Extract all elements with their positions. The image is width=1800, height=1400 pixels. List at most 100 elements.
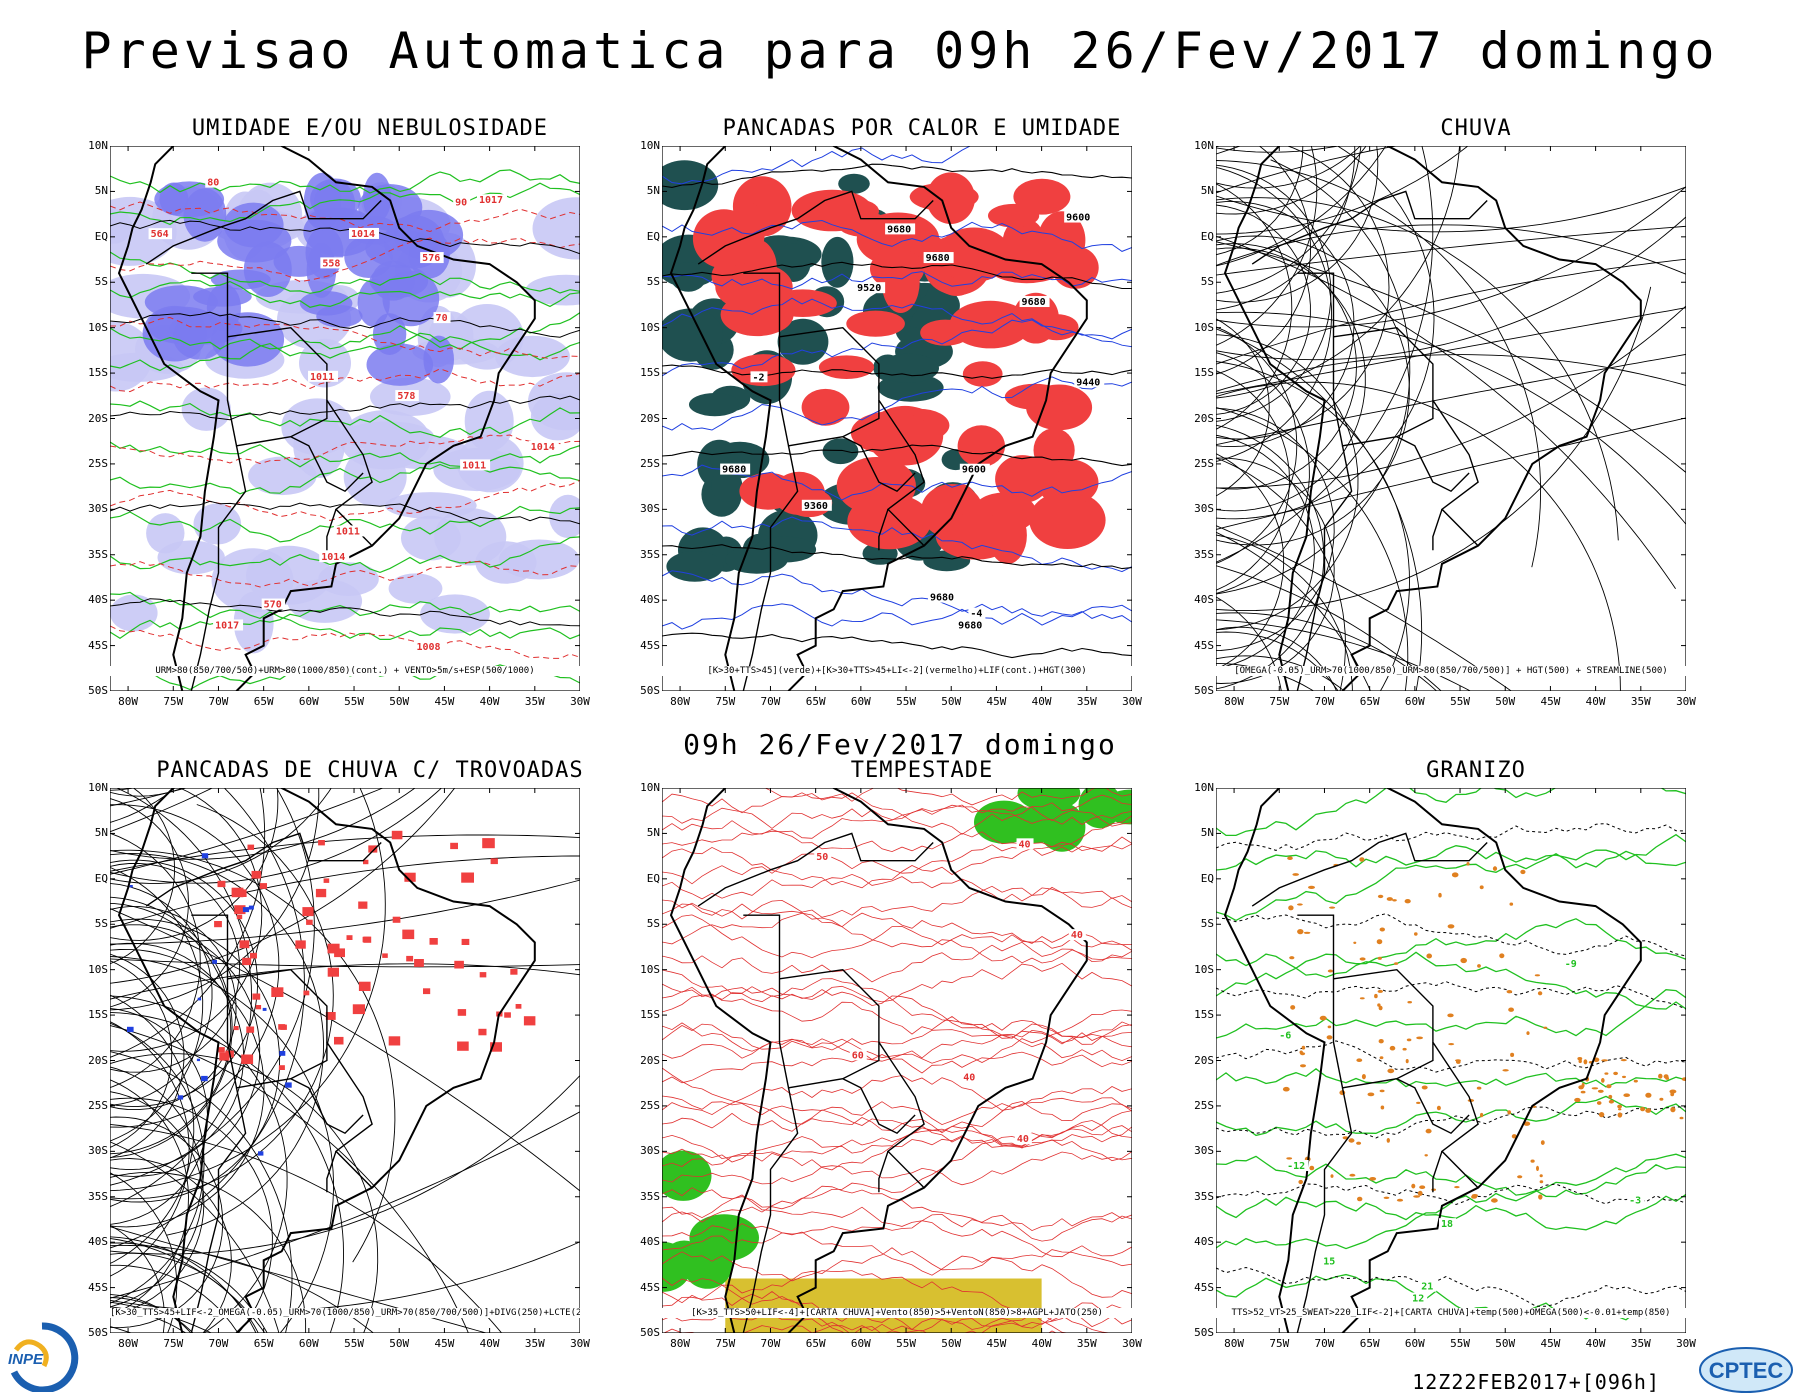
wind-streamline xyxy=(662,815,1132,885)
panel-title: TEMPESTADE xyxy=(850,758,994,783)
hail-dot xyxy=(1367,1092,1375,1097)
heat-shower-area xyxy=(730,201,765,261)
hail-dot xyxy=(1282,1086,1290,1092)
storm-area xyxy=(1103,789,1132,825)
contour-label: 9520 xyxy=(855,282,886,294)
lat-label: 35S xyxy=(640,547,660,561)
hail-dot xyxy=(1438,892,1442,898)
thunderstorm-cell xyxy=(358,901,368,909)
lon-label: 40W xyxy=(1031,1337,1052,1350)
humidity-contour xyxy=(110,601,580,640)
lon-label: 75W xyxy=(715,1337,736,1350)
thunderstorm-cell xyxy=(461,938,470,945)
wind-streamline xyxy=(662,1126,1132,1163)
wind-streamline xyxy=(662,914,1132,959)
thunderstorm-cell xyxy=(271,987,284,997)
lon-label: 70W xyxy=(760,1337,781,1350)
svg-text:1014: 1014 xyxy=(531,442,555,453)
hail-dot xyxy=(1426,953,1432,959)
streamline xyxy=(1216,166,1333,463)
streamline xyxy=(110,798,189,1008)
instability-area xyxy=(776,243,811,282)
country-border xyxy=(1333,968,1479,1189)
instability-area xyxy=(670,262,707,292)
lon-label: 55W xyxy=(1450,695,1470,708)
hail-dot xyxy=(1378,1039,1384,1044)
streamline xyxy=(110,948,265,1228)
hail-dot xyxy=(1377,956,1382,960)
humidity-area-light xyxy=(181,387,231,431)
storm-area xyxy=(682,1240,733,1289)
temp500-contour xyxy=(1216,1193,1686,1231)
svg-text:576: 576 xyxy=(422,253,440,264)
humidity-contour xyxy=(110,536,580,574)
lat-label: 10N xyxy=(1194,139,1214,152)
contour-label: 60 xyxy=(849,1049,867,1061)
streamline xyxy=(1216,328,1423,691)
contour-label: 9600 xyxy=(1064,211,1095,224)
pressure-contour xyxy=(110,395,580,421)
humidity-area-light xyxy=(549,494,580,538)
thunderstorm-cell xyxy=(391,830,403,840)
hail-dot xyxy=(1387,1068,1395,1074)
panel-hail: GRANIZO 18 15 12 -6 -9 21 -12 -3 TTS>52_VT>25_S… xyxy=(1186,758,1766,1358)
hail-dot xyxy=(1536,1165,1539,1171)
map-layers: 9680 9680 9680 9680 9680 9680 9600 9600 9520 9440… xyxy=(662,146,1132,691)
lat-label: 35S xyxy=(1194,1189,1214,1203)
lif-contour xyxy=(662,516,1132,573)
lat-label: 25S xyxy=(88,1098,108,1112)
lon-label: 80W xyxy=(118,1337,138,1350)
svg-text:9680: 9680 xyxy=(958,621,982,632)
heat-shower-area xyxy=(962,361,1003,387)
lon-label: 80W xyxy=(1224,695,1244,708)
lon-label: 70W xyxy=(1314,695,1335,708)
contour-label: 9440 xyxy=(1074,376,1105,388)
streamline xyxy=(110,859,259,1108)
hail-dot xyxy=(1309,1165,1315,1171)
wind-streamline xyxy=(662,1220,1132,1258)
thickness-contour xyxy=(110,237,580,283)
map-canvas: 9680 9680 9680 9680 9680 9680 9600 9600 9520 9440… xyxy=(661,145,1133,692)
hail-dot xyxy=(1479,885,1484,890)
hail-dot xyxy=(1538,1194,1543,1200)
heat-shower-area xyxy=(926,172,975,224)
temp500-contour xyxy=(1216,850,1686,922)
country-border xyxy=(697,832,934,907)
humidity-area-light xyxy=(157,540,225,575)
map-heat-showers: 9680 9680 9680 9680 9680 9680 9600 9600 9520 9440… xyxy=(661,145,1133,692)
humidity-area-light xyxy=(420,594,490,634)
wind-streamline xyxy=(662,969,1132,1039)
hail-dot xyxy=(1447,1013,1454,1018)
lon-label: 45W xyxy=(1540,1337,1561,1350)
streamline xyxy=(110,788,384,875)
contour-label: 9600 xyxy=(959,463,990,476)
lon-label: 75W xyxy=(715,695,736,708)
country-border xyxy=(742,1087,799,1333)
lat-label: 10S xyxy=(1194,320,1214,334)
hail-dot xyxy=(1608,1094,1613,1099)
country-border xyxy=(191,272,328,447)
wind-streamline xyxy=(662,1310,1132,1333)
country-border xyxy=(697,190,934,265)
lon-label: 30W xyxy=(1676,1337,1696,1350)
hail-dot xyxy=(1378,1005,1383,1011)
thunderstorm-cell xyxy=(251,870,262,879)
streamline xyxy=(1216,326,1298,564)
streamline xyxy=(1216,241,1686,474)
lat-label: 5S xyxy=(94,275,108,289)
humidity-area-dense xyxy=(366,343,434,386)
humidity-area-light xyxy=(528,372,580,431)
lat-label: 20S xyxy=(1194,411,1214,425)
country-border xyxy=(1297,914,1434,1089)
hail-dot xyxy=(1289,956,1295,960)
panel-storm: TEMPESTADE 40 50 60 40 40 40 [K>35_TTS>50+LIF… xyxy=(632,758,1212,1358)
thunderstorm-cell xyxy=(490,1042,502,1052)
divergence-mark xyxy=(258,1151,264,1156)
instability-area xyxy=(725,545,788,574)
humidity-area-dense xyxy=(357,279,390,327)
instability-area xyxy=(689,393,741,417)
thickness-contour xyxy=(110,434,580,465)
thunderstorm-cell xyxy=(510,969,518,975)
streamline xyxy=(1216,457,1346,691)
streamline xyxy=(1216,417,1686,530)
